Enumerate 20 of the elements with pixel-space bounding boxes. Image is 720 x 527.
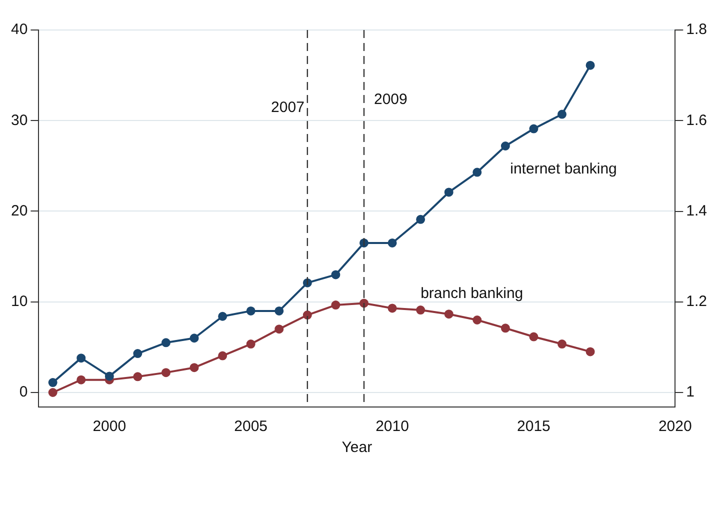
- ref-line-label: 2007: [271, 99, 304, 116]
- y-tick-label: 30: [10, 112, 28, 129]
- series-label: branch banking: [420, 285, 524, 302]
- y2-tick-label: 1.8: [686, 21, 708, 38]
- ref-line-label: 2009: [374, 91, 408, 108]
- x-tick-label: 2020: [658, 418, 692, 436]
- series-label: internet banking: [510, 160, 617, 178]
- x-tick-label: 2000: [92, 418, 126, 436]
- x-axis-title: Year: [342, 439, 372, 456]
- y2-tick-label: 1.4: [686, 202, 708, 220]
- x-tick-label: 2015: [517, 418, 550, 436]
- y2-tick-label: 1.2: [686, 293, 708, 310]
- y2-tick-label: 1: [686, 384, 694, 401]
- y-tick-label: 10: [10, 293, 28, 310]
- x-tick-label: 2005: [234, 418, 268, 436]
- y-tick-label: 0: [19, 384, 28, 401]
- y-tick-label: 20: [10, 202, 28, 220]
- y-tick-label: 40: [10, 21, 28, 38]
- x-tick-label: 2010: [376, 418, 409, 436]
- y2-tick-label: 1.6: [686, 112, 708, 129]
